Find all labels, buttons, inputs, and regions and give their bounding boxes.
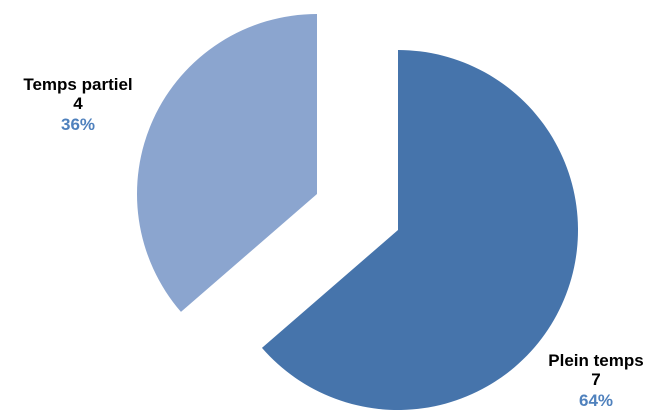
data-label-name-temps-partiel: Temps partiel [23,75,132,94]
pie-slice-plein-temps [261,50,579,410]
pie-slice-temps-partiel [136,13,317,312]
data-label-percent-plein-temps: 64% [579,391,613,410]
data-label-percent-temps-partiel: 36% [61,115,95,134]
data-label-name-plein-temps: Plein temps [548,351,643,370]
data-label-value-plein-temps: 7 [591,370,600,389]
data-label-value-temps-partiel: 4 [73,94,83,113]
